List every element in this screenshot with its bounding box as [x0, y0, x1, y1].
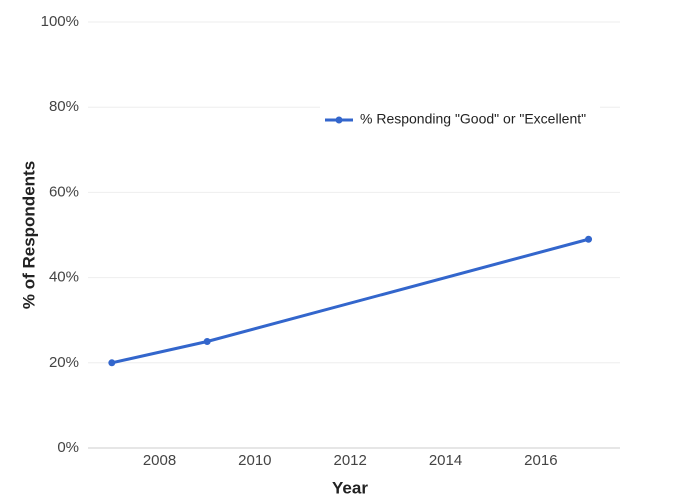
- y-tick-label: 40%: [49, 269, 79, 286]
- legend-marker: [335, 116, 343, 124]
- y-tick-label: 0%: [57, 439, 79, 456]
- x-tick-label: 2008: [143, 452, 176, 469]
- legend-background: [320, 106, 600, 134]
- y-tick-label: 20%: [49, 354, 79, 371]
- x-tick-label: 2010: [238, 452, 271, 469]
- legend: % Responding "Good" or "Excellent": [320, 106, 600, 134]
- x-tick-label: 2012: [333, 452, 366, 469]
- legend-label: % Responding "Good" or "Excellent": [360, 111, 586, 127]
- series-line: [111, 237, 589, 365]
- y-tick-label: 100%: [41, 13, 79, 30]
- y-tick-label: 60%: [49, 183, 79, 200]
- x-axis-title: Year: [332, 478, 368, 497]
- x-tick-label: 2014: [429, 452, 462, 469]
- data-point: [203, 338, 211, 345]
- y-axis-title: % of Respondents: [19, 161, 38, 309]
- x-tick-label: 2016: [524, 452, 557, 469]
- y-tick-label: 80%: [49, 98, 79, 115]
- data-point: [108, 359, 116, 367]
- data-point: [585, 235, 593, 243]
